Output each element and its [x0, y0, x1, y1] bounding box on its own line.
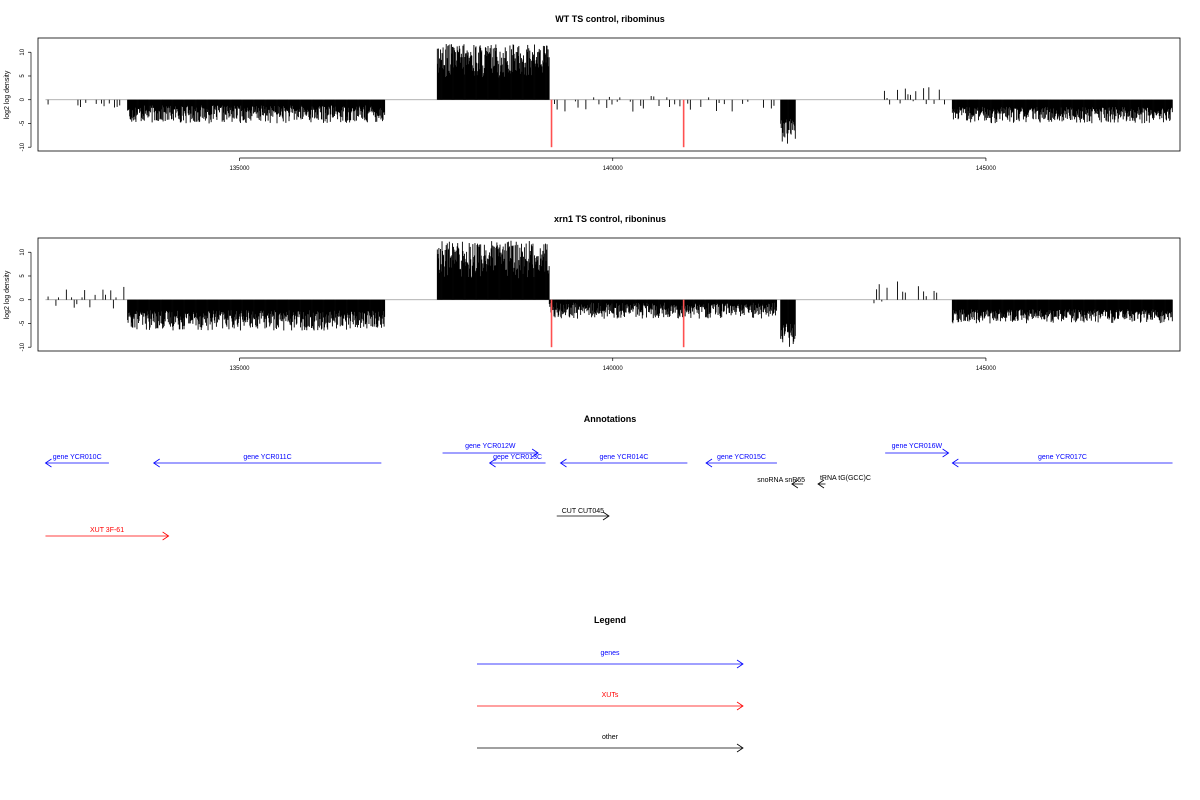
annotations-track: Annotations gene YCR010C gene YCR011Cgene… [44, 414, 1173, 541]
xrn1-panel-title: xrn1 TS control, riboninus [554, 214, 666, 224]
annotation-arrow-head [559, 458, 567, 468]
annotation-arrow-head [488, 458, 496, 468]
annotation-features: gene YCR010C gene YCR011C gene YCR012W gepe… [44, 443, 1173, 541]
wt-y-axis: -10 -5 0 5 10 [20, 48, 32, 152]
annotation-feature: snoRNA snR65 [757, 477, 805, 489]
wt-y-tick-label: 0 [20, 97, 26, 101]
wt-y-tick-label: 10 [20, 48, 26, 55]
wt-y-axis-label: log2 log density [4, 70, 11, 119]
annotation-feature: gene YCR014C [559, 454, 688, 468]
wt-y-tick-label: -5 [20, 120, 26, 126]
annotation-arrow-head [791, 479, 799, 489]
annotation-feature: gene YCR016W [885, 443, 950, 458]
annotation-label: XUT 3F-61 [90, 527, 124, 534]
annotation-label: gepe YCR013C [493, 454, 542, 461]
annotation-feature: gepe YCR013C [488, 454, 546, 468]
annotation-label: gene YCR011C [243, 454, 291, 461]
xrn1-y-axis: -10 -5 0 5 10 [20, 248, 32, 352]
annotation-arrow-head [602, 511, 610, 521]
xrn1-bars [45, 240, 1173, 348]
wt-panel-title: WT TS control, ribominus [555, 14, 665, 24]
annotation-arrow-head [44, 458, 52, 468]
annotation-arrow-head [705, 458, 713, 468]
wt-density-panel: WT TS control, ribominus -10 -5 0 5 10 13500… [4, 14, 1181, 172]
legend-items: genes XUTs other [477, 650, 744, 753]
legend-arrow-head [736, 743, 744, 753]
annotation-arrow-head [162, 531, 170, 541]
wt-x-tick-label: 140000 [603, 166, 624, 172]
xrn1-y-tick-label: 10 [20, 248, 26, 255]
annotation-feature: gene YCR011C [152, 454, 382, 468]
annotation-arrow-head [531, 448, 539, 458]
legend-item-xut: XUTs [477, 692, 744, 711]
legend-item-other: other [477, 734, 744, 753]
xrn1-y-tick-label: 0 [20, 297, 26, 301]
annotation-feature: gene YCR010C [44, 454, 109, 468]
xrn1-x-tick-label: 140000 [603, 366, 624, 372]
legend-item-gene: genes [477, 650, 744, 669]
xrn1-density-panel: xrn1 TS control, riboninus -10 -5 0 5 10 135… [4, 214, 1181, 372]
annotation-label: gene YCR014C [599, 454, 648, 461]
legend-label: genes [600, 650, 620, 657]
legend-label: XUTs [602, 692, 619, 699]
legend: Legend genes XUTs other [477, 615, 744, 753]
legend-title: Legend [594, 615, 626, 625]
xrn1-x-tick-label: 145000 [976, 366, 997, 372]
annotation-feature: CUT CUT045 [556, 508, 610, 521]
annotation-feature: XUT 3F-61 [45, 527, 170, 541]
annotation-label: gene YCR010C [53, 454, 102, 461]
xrn1-x-tick-label: 135000 [230, 366, 251, 372]
xrn1-plot-frame [37, 237, 1181, 352]
wt-y-tick-label: 5 [20, 74, 26, 78]
annotation-label: gene YCR012W [465, 443, 516, 450]
xrn1-y-axis-label: log2 log density [4, 270, 11, 319]
xrn1-y-tick-label: 5 [20, 274, 26, 278]
annotations-title: Annotations [584, 414, 637, 424]
annotation-feature: gene YCR015C [705, 454, 777, 468]
wt-bars [45, 44, 1173, 148]
annotation-label: gene YCR016W [892, 443, 943, 450]
wt-x-tick-label: 135000 [230, 166, 251, 172]
wt-x-tick-label: 145000 [976, 166, 997, 172]
annotation-label: CUT CUT045 [562, 508, 604, 515]
annotation-arrow-head [817, 479, 825, 489]
xrn1-y-tick-label: -10 [20, 342, 26, 351]
annotation-feature: gene YCR012W [442, 443, 539, 458]
annotation-label: snoRNA snR65 [757, 477, 805, 484]
annotation-arrow-head [152, 458, 160, 468]
xrn1-x-axis: 135000 140000 145000 [230, 357, 997, 372]
annotation-label: gene YCR015C [717, 454, 766, 461]
annotation-arrow-head [951, 458, 959, 468]
legend-arrow-head [736, 701, 744, 711]
wt-y-tick-label: -10 [20, 142, 26, 151]
annotation-feature: gene YCR017C [951, 454, 1173, 468]
legend-arrow-head [736, 659, 744, 669]
legend-label: other [602, 734, 619, 741]
annotation-arrow-head [942, 448, 950, 458]
annotation-label: tRNA tG(GCC)C [820, 475, 871, 482]
xrn1-y-tick-label: -5 [20, 320, 26, 326]
annotation-label: gene YCR017C [1038, 454, 1087, 461]
wt-plot-frame [37, 37, 1181, 152]
annotation-feature: tRNA tG(GCC)C [817, 475, 871, 489]
wt-x-axis: 135000 140000 145000 [230, 157, 997, 172]
